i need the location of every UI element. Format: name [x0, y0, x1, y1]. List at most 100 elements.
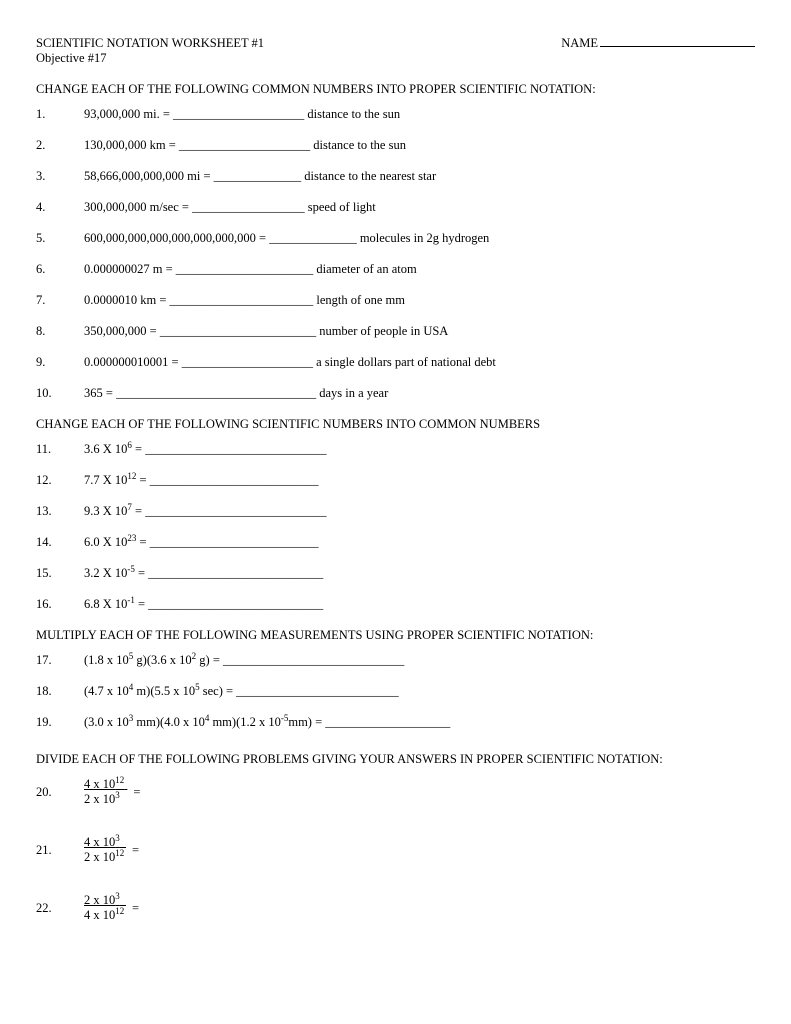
q-number: 11.: [36, 442, 84, 457]
answer-blank[interactable]: ______________: [214, 169, 302, 183]
answer-blank[interactable]: = ___________________________: [136, 535, 318, 549]
worksheet-title: SCIENTIFIC NOTATION WORKSHEET #1: [36, 36, 264, 51]
answer-blank[interactable]: = __________________________: [223, 684, 399, 698]
q-body: 0.000000027 m = ______________________ d…: [84, 262, 755, 277]
exponent: 3: [115, 833, 120, 843]
question-8: 8. 350,000,000 = _______________________…: [36, 324, 755, 339]
answer-blank[interactable]: = ___________________________: [136, 473, 318, 487]
fraction: 4 x 1012 2 x 103: [84, 777, 127, 807]
numerator: 4 x 1012: [84, 777, 127, 792]
q-number: 5.: [36, 231, 84, 246]
factor-a: (3.0 x 10: [84, 715, 129, 729]
coefficient: 2 x 10: [84, 850, 115, 864]
answer-blank[interactable]: _______________________: [170, 293, 314, 307]
q-body: 0.0000010 km = _______________________ l…: [84, 293, 755, 308]
exponent: 3: [115, 891, 120, 901]
denominator: 2 x 1012: [84, 850, 126, 865]
coefficient: 4 x 10: [84, 908, 115, 922]
section-2-heading: CHANGE EACH OF THE FOLLOWING SCIENTIFIC …: [36, 417, 755, 432]
question-11: 11. 3.6 X 106 = ________________________…: [36, 442, 755, 457]
equals-sign: =: [133, 785, 140, 800]
question-13: 13. 9.3 X 107 = ________________________…: [36, 504, 755, 519]
q-post: speed of light: [305, 200, 376, 214]
coefficient: 6.0 X 10: [84, 535, 127, 549]
question-1: 1. 93,000,000 mi. = ____________________…: [36, 107, 755, 122]
answer-blank[interactable]: = ____________________: [312, 715, 450, 729]
question-21: 21. 4 x 103 2 x 1012 =: [36, 835, 755, 865]
section-4-heading: DIVIDE EACH OF THE FOLLOWING PROBLEMS GI…: [36, 752, 755, 767]
answer-blank[interactable]: = ____________________________: [135, 566, 323, 580]
q-body: 7.7 X 1012 = ___________________________: [84, 473, 755, 488]
name-blank[interactable]: [600, 46, 755, 47]
q-post: days in a year: [316, 386, 388, 400]
unit: mm): [288, 715, 312, 729]
question-10: 10. 365 = ______________________________…: [36, 386, 755, 401]
factor-b: (3.6 x 10: [147, 653, 192, 667]
coefficient: 3.6 X 10: [84, 442, 127, 456]
q-number: 21.: [36, 843, 84, 858]
answer-blank[interactable]: __________________: [192, 200, 305, 214]
question-6: 6. 0.000000027 m = _____________________…: [36, 262, 755, 277]
answer-blank[interactable]: _____________________: [182, 355, 313, 369]
answer-blank[interactable]: = _____________________________: [210, 653, 405, 667]
q-number: 14.: [36, 535, 84, 550]
exponent: -5: [127, 564, 135, 574]
section-1-heading: CHANGE EACH OF THE FOLLOWING COMMON NUMB…: [36, 82, 755, 97]
answer-blank[interactable]: = _____________________________: [132, 442, 327, 456]
coefficient: 9.3 X 10: [84, 504, 127, 518]
answer-blank[interactable]: _________________________: [160, 324, 316, 338]
header-row: SCIENTIFIC NOTATION WORKSHEET #1 NAME: [36, 36, 755, 51]
q-number: 12.: [36, 473, 84, 488]
q-body: 3.2 X 10-5 = ___________________________…: [84, 566, 755, 581]
question-22: 22. 2 x 103 4 x 1012 =: [36, 893, 755, 923]
unit: mm): [133, 715, 160, 729]
coefficient: 4 x 10: [84, 835, 115, 849]
q-body: 58,666,000,000,000 mi = ______________ d…: [84, 169, 755, 184]
q-number: 8.: [36, 324, 84, 339]
q-body: 300,000,000 m/sec = __________________ s…: [84, 200, 755, 215]
q-post: distance to the nearest star: [301, 169, 436, 183]
unit: sec): [200, 684, 223, 698]
q-body: 350,000,000 = _________________________ …: [84, 324, 755, 339]
question-19: 19. (3.0 x 103 mm)(4.0 x 104 mm)(1.2 x 1…: [36, 715, 755, 730]
answer-blank[interactable]: = ____________________________: [135, 597, 323, 611]
q-pre: 93,000,000 mi. =: [84, 107, 173, 121]
q-number: 22.: [36, 901, 84, 916]
q-body: (3.0 x 103 mm)(4.0 x 104 mm)(1.2 x 10-5m…: [84, 715, 755, 730]
question-15: 15. 3.2 X 10-5 = _______________________…: [36, 566, 755, 581]
q-post: diameter of an atom: [313, 262, 416, 276]
q-body: 3.6 X 106 = ____________________________…: [84, 442, 755, 457]
unit: g): [196, 653, 210, 667]
answer-blank[interactable]: _____________________: [173, 107, 304, 121]
question-3: 3. 58,666,000,000,000 mi = _____________…: [36, 169, 755, 184]
q-pre: 0.0000010 km =: [84, 293, 170, 307]
q-pre: 58,666,000,000,000 mi =: [84, 169, 214, 183]
answer-blank[interactable]: ________________________________: [116, 386, 316, 400]
coefficient: 7.7 X 10: [84, 473, 127, 487]
coefficient: 4 x 10: [84, 777, 115, 791]
answer-blank[interactable]: _____________________: [179, 138, 310, 152]
name-label: NAME: [561, 36, 598, 50]
q-pre: 0.000000010001 =: [84, 355, 182, 369]
factor-a: (1.8 x 10: [84, 653, 129, 667]
answer-blank[interactable]: ______________________: [176, 262, 314, 276]
q-number: 20.: [36, 785, 84, 800]
q-number: 9.: [36, 355, 84, 370]
q-number: 17.: [36, 653, 84, 668]
coefficient: 2 x 10: [84, 792, 115, 806]
equals-sign: =: [132, 901, 139, 916]
exponent: -1: [127, 595, 135, 605]
answer-blank[interactable]: ______________: [269, 231, 357, 245]
q-post: length of one mm: [313, 293, 405, 307]
q-number: 7.: [36, 293, 84, 308]
q-body: (4.7 x 104 m)(5.5 x 105 sec) = _________…: [84, 684, 755, 699]
question-20: 20. 4 x 1012 2 x 103 =: [36, 777, 755, 807]
answer-blank[interactable]: = _____________________________: [132, 504, 327, 518]
coefficient: 6.8 X 10: [84, 597, 127, 611]
unit: g): [133, 653, 147, 667]
q-post: molecules in 2g hydrogen: [357, 231, 490, 245]
worksheet-page: SCIENTIFIC NOTATION WORKSHEET #1 NAME Ob…: [0, 0, 791, 987]
q-pre: 350,000,000 =: [84, 324, 160, 338]
q-pre: 130,000,000 km =: [84, 138, 179, 152]
question-12: 12. 7.7 X 1012 = _______________________…: [36, 473, 755, 488]
